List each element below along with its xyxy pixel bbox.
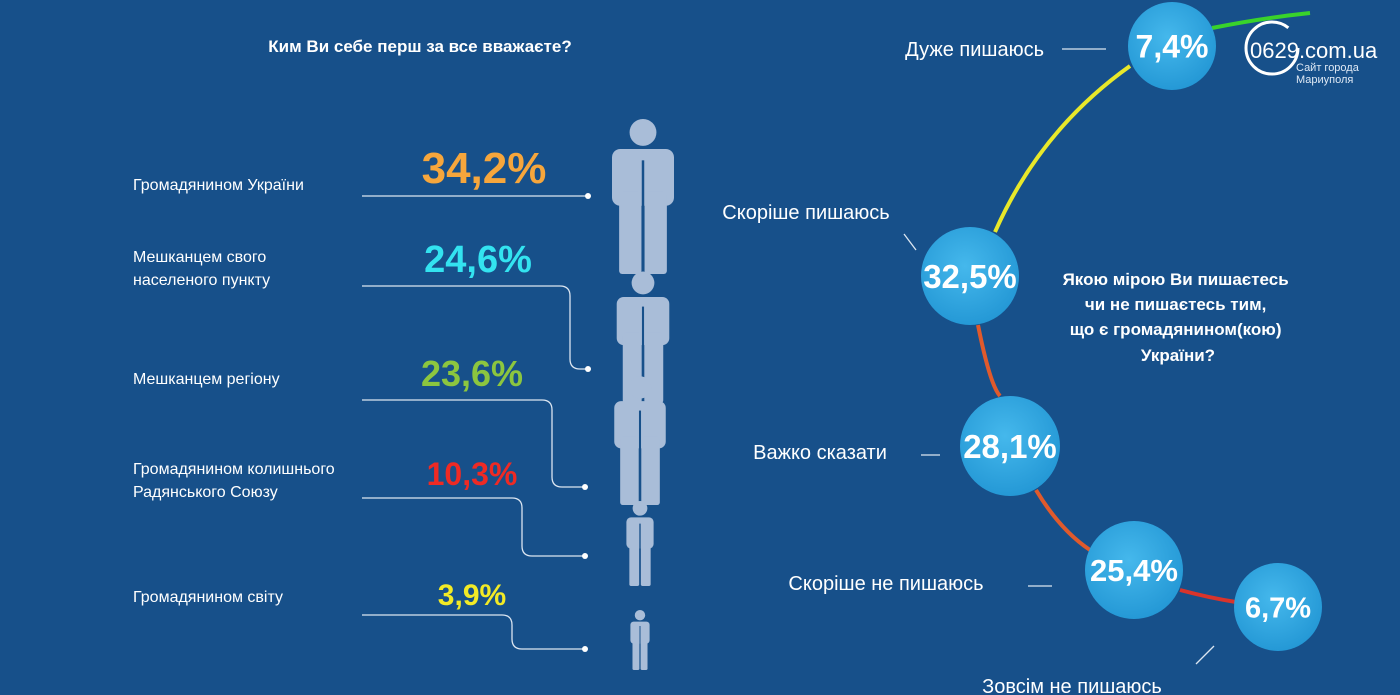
right-title-line-1: Якою мірою Ви пишаєтесь — [1063, 270, 1289, 289]
person-icon — [612, 119, 674, 274]
pride-curve-segment — [1034, 488, 1092, 552]
logo-tagline-1: Сайт города — [1296, 62, 1360, 74]
identity-label: Громадянином України — [133, 177, 304, 194]
logo-tagline-2: Мариуполя — [1296, 74, 1353, 86]
pride-category-label: Дуже пишаюсь — [905, 39, 1044, 61]
right-chart-title: Якою мірою Ви пишаєтесь чи не пишаєтесь … — [1063, 270, 1294, 365]
identity-value-label: 23,6% — [421, 353, 523, 394]
identity-label-line: Громадянином колишнього — [133, 461, 335, 478]
identity-value-label: 3,9% — [438, 579, 506, 612]
identity-connector-dot — [582, 553, 588, 559]
identity-chart: Громадянином України 34,2% Мешканцем свого… — [133, 119, 674, 670]
pride-label-tick — [1195, 645, 1215, 665]
pride-bubble — [1085, 521, 1183, 619]
right-title-line-2: чи не пишаєтесь тим, — [1085, 295, 1266, 314]
pride-bubble — [921, 227, 1019, 325]
right-title-line-3: що є громадянином(кою) — [1070, 320, 1282, 339]
pride-value-label: 6,7% — [1245, 592, 1311, 624]
identity-value-label: 34,2% — [422, 144, 547, 193]
identity-label: Мешканцем свого населеного пункту — [133, 249, 270, 289]
pride-curve-segment — [993, 64, 1132, 233]
identity-connector — [362, 614, 585, 650]
identity-label-line: населеного пункту — [133, 272, 270, 289]
identity-label-line: Громадянином України — [133, 177, 304, 194]
pride-curve-segment — [1179, 588, 1237, 604]
pride-chart: 7,4% 32,5% 28,1% 25,4% 6,7% Дуже пишаюсь Скорі… — [722, 2, 1322, 695]
pride-category-label: Зовсім не пишаюсь — [982, 676, 1162, 695]
identity-label: Мешканцем регіону — [133, 371, 280, 388]
pride-curve-segment — [1211, 11, 1311, 30]
identity-connector — [362, 285, 588, 370]
person-icon — [630, 610, 650, 670]
pride-value-label: 25,4% — [1090, 553, 1178, 588]
identity-label: Громадянином світу — [133, 589, 283, 606]
identity-label-line: Радянського Союзу — [133, 484, 278, 501]
identity-label-line: Мешканцем регіону — [133, 371, 280, 388]
left-chart-title: Ким Ви себе перш за все вважаєте? — [268, 37, 571, 56]
identity-label-line: Мешканцем свого — [133, 249, 266, 266]
identity-connector — [362, 399, 585, 488]
pride-value-label: 7,4% — [1136, 29, 1209, 65]
pride-category-label: Важко сказати — [753, 442, 887, 464]
pride-category-label: Скоріше не пишаюсь — [788, 573, 983, 595]
pride-curve-segment — [976, 324, 1002, 398]
identity-value-label: 24,6% — [424, 239, 532, 281]
site-logo[interactable]: 0629.com.ua Сайт города Мариуполя — [1244, 20, 1378, 86]
logo-ring — [1244, 20, 1300, 76]
identity-label: Громадянином колишнього Радянського Союзу — [133, 461, 335, 501]
identity-connector-dot — [585, 366, 591, 372]
right-title-line-4: України? — [1141, 346, 1215, 365]
pride-bubble — [1234, 563, 1322, 651]
identity-connector-dot — [582, 484, 588, 490]
pride-value-label: 32,5% — [923, 258, 1017, 295]
person-icon — [614, 376, 666, 505]
identity-label-line: Громадянином світу — [133, 589, 283, 606]
logo-domain: 0629.com.ua — [1250, 38, 1378, 63]
identity-connector — [362, 497, 585, 557]
pride-value-label: 28,1% — [963, 428, 1057, 465]
identity-connector-dot — [582, 646, 588, 652]
identity-connector-dot — [585, 193, 591, 199]
pride-label-tick — [903, 233, 917, 251]
person-icon — [626, 500, 654, 586]
pride-bubble — [960, 396, 1060, 496]
identity-value-label: 10,3% — [427, 456, 518, 492]
pride-category-label: Скоріше пишаюсь — [722, 202, 889, 224]
pride-bubble — [1128, 2, 1216, 90]
